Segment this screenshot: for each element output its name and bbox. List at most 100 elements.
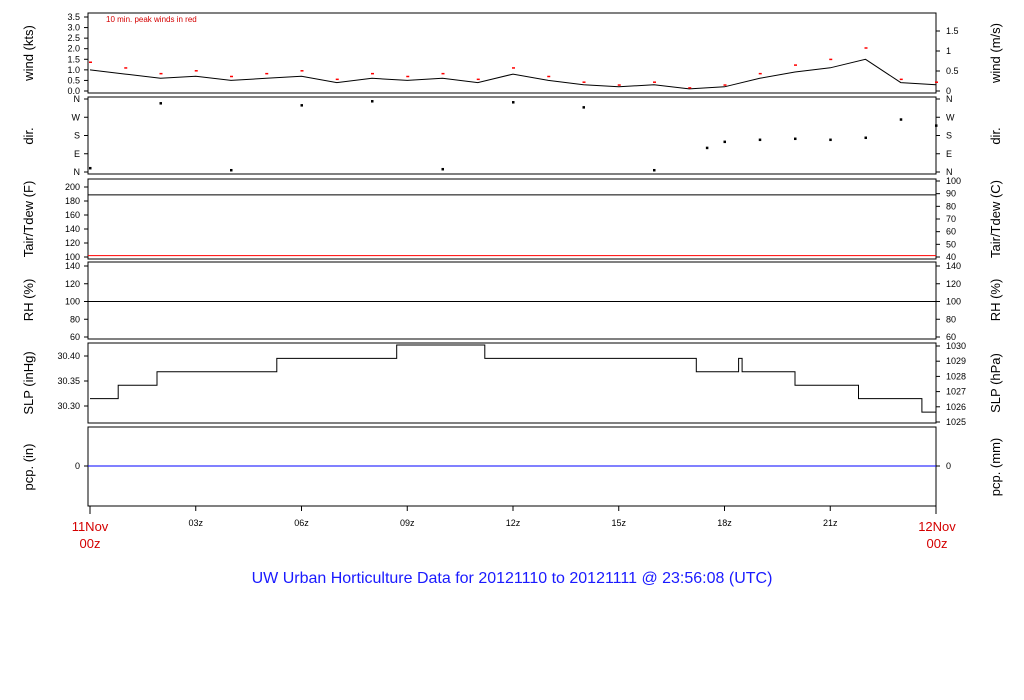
slp-right-tick-label: 1028 — [946, 371, 966, 381]
direction-point — [230, 168, 233, 172]
dir-left-tick-label: N — [74, 167, 81, 177]
temperature-panel: Tair/Tdew (F) Tair/Tdew (C) 100 120 140 160… — [21, 176, 1003, 262]
slp-right-tick-label: 1030 — [946, 341, 966, 351]
dir-ylabel-right: dir. — [988, 127, 1003, 144]
direction-point — [159, 102, 162, 105]
wind-peak-marker — [194, 70, 198, 72]
dir-left-tick-label: N — [74, 94, 81, 104]
wind-right-tick-label: 0.5 — [946, 66, 959, 76]
wind-peak-marker — [723, 84, 727, 86]
temp-left-tick-label: 140 — [65, 224, 80, 234]
wind-peak-marker — [230, 75, 233, 78]
direction-point — [441, 167, 444, 171]
slp-line — [90, 344, 936, 413]
wind-ylabel-right: wind (m/s) — [988, 23, 1003, 84]
time-tick-label: 12z — [506, 518, 521, 528]
dir-left-tick-label: W — [72, 112, 81, 122]
rh-right-tick-label: 140 — [946, 261, 961, 271]
pcp-ylabel-right: pcp. (mm) — [988, 438, 1003, 497]
wind-right-tick-label: 1 — [946, 46, 951, 56]
time-tick-label: 09z — [400, 518, 415, 528]
wind-peak-marker — [371, 72, 374, 75]
wind-peak-marker — [758, 72, 762, 75]
dir-right-tick-label: N — [946, 94, 953, 104]
wind-peak-marker — [89, 61, 92, 63]
slp-series — [90, 344, 936, 413]
temp-left-tick-label: 200 — [65, 182, 80, 192]
dir-right-tick-label: S — [946, 131, 952, 141]
wind-ylabel-left: wind (kts) — [21, 25, 36, 82]
temp-right-tick-label: 60 — [946, 227, 956, 237]
rh-right-tick-label: 60 — [946, 332, 956, 342]
direction-panel-frame — [87, 96, 937, 175]
rh-panel: RH (%) RH (%) 60 80 100 120 140 60 80 100 120 14… — [21, 261, 1003, 342]
time-tick-label: 18z — [717, 518, 732, 528]
direction-point — [864, 136, 867, 140]
dir-right-tick-label: W — [946, 112, 955, 122]
dir-left-tick-label: S — [74, 131, 80, 141]
time-axis: 11Nov 00z 12Nov 00z 03z 06z 09z 12z 15z 18z 21… — [72, 506, 956, 551]
wind-peak-marker — [794, 64, 797, 66]
wind-panel-frame — [87, 12, 937, 94]
slp-panel: SLP (inHg) SLP (hPa) 30.30 30.35 30.40 102… — [21, 341, 1003, 427]
wind-peak-markers — [89, 47, 938, 89]
slp-left-tick-label: 30.35 — [57, 376, 80, 386]
wind-peak-marker — [547, 75, 551, 78]
direction-point — [512, 101, 515, 104]
temp-ylabel-right: Tair/Tdew (C) — [988, 180, 1003, 258]
temp-right-tick-label: 80 — [946, 201, 956, 211]
rh-ticks-left: 60 80 100 120 140 — [65, 261, 88, 342]
direction-point — [582, 106, 585, 109]
start-day-label: 11Nov — [72, 519, 109, 534]
end-day-label: 12Nov — [918, 519, 956, 534]
wind-peak-marker — [335, 78, 339, 81]
direction-point — [723, 140, 726, 144]
temp-ylabel-left: Tair/Tdew (F) — [21, 181, 36, 258]
slp-left-tick-label: 30.40 — [57, 351, 80, 361]
rh-right-tick-label: 80 — [946, 314, 956, 324]
wind-peak-marker — [582, 81, 586, 83]
wind-right-tick-label: 1.5 — [946, 26, 959, 36]
dir-left-tick-label: E — [74, 149, 80, 159]
wind-left-tick-label: 2.0 — [67, 44, 80, 54]
time-tick-label: 21z — [823, 518, 838, 528]
wind-peak-marker — [476, 78, 480, 81]
rh-left-tick-label: 100 — [65, 297, 80, 307]
dir-right-tick-label: N — [946, 167, 953, 177]
slp-right-tick-label: 1025 — [946, 417, 966, 427]
wind-peak-marker — [899, 78, 903, 81]
slp-panel-frame — [87, 342, 937, 424]
wind-peak-marker — [159, 72, 163, 75]
temp-right-tick-label: 50 — [946, 239, 956, 249]
wind-right-tick-label: 0 — [946, 86, 951, 96]
wind-ticks-left: 0.00.51.01.52.02.53.03.5 — [67, 12, 88, 96]
time-tick-label: 06z — [294, 518, 309, 528]
direction-point — [653, 168, 656, 172]
pcp-right-tick-label: 0 — [946, 461, 951, 471]
temp-left-tick-label: 160 — [65, 210, 80, 220]
wind-peak-marker — [653, 81, 656, 83]
temp-right-tick-label: 90 — [946, 189, 956, 199]
rh-ylabel-left: RH (%) — [21, 279, 36, 322]
direction-point — [371, 100, 374, 103]
rh-right-tick-label: 100 — [946, 297, 961, 307]
rh-ticks-right: 60 80 100 120 140 — [936, 261, 961, 342]
direction-point — [829, 138, 832, 142]
direction-point — [705, 146, 709, 150]
wind-left-tick-label: 2.5 — [67, 33, 80, 43]
rh-ylabel-right: RH (%) — [988, 279, 1003, 322]
rh-right-tick-label: 120 — [946, 279, 961, 289]
wind-peak-marker — [124, 67, 128, 69]
rh-left-tick-label: 140 — [65, 261, 80, 271]
slp-ticks-left: 30.30 30.35 30.40 — [57, 351, 88, 411]
pcp-left-tick-label: 0 — [75, 461, 80, 471]
pcp-ticks-right: 0 — [936, 461, 951, 471]
slp-left-tick-label: 30.30 — [57, 401, 80, 411]
direction-point — [300, 104, 303, 107]
peak-wind-note: 10 min. peak winds in red — [106, 15, 197, 24]
slp-right-tick-label: 1027 — [946, 387, 966, 397]
slp-ylabel-left: SLP (inHg) — [21, 351, 36, 414]
